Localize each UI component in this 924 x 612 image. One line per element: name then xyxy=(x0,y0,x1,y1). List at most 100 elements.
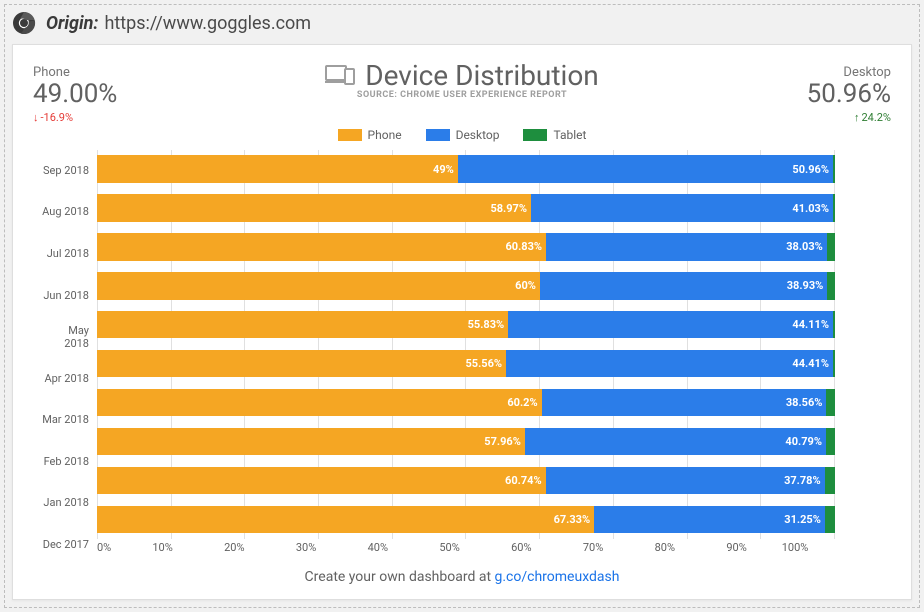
bar-segment-desktop: 44.11% xyxy=(508,311,833,338)
y-label: Jul 2018 xyxy=(41,233,89,275)
footer-link[interactable]: g.co/chromeuxdash xyxy=(495,569,620,585)
bar-segment-desktop: 44.41% xyxy=(506,350,833,377)
y-label: May 2018 xyxy=(41,316,89,358)
bar-segment-desktop: 41.03% xyxy=(531,194,833,221)
y-label: Jan 2018 xyxy=(41,482,89,524)
plot: 49%50.96%0%58.97%41.03%0%60.83%38.03%1.1… xyxy=(97,150,835,539)
x-tick: 70% xyxy=(583,541,603,565)
y-label: Jun 2018 xyxy=(41,274,89,316)
y-label: Feb 2018 xyxy=(41,440,89,482)
bar-track: 49%50.96%0% xyxy=(97,155,835,182)
legend-label-tablet: Tablet xyxy=(553,128,586,142)
bar-row: 67.33%31.25%1.37% xyxy=(97,500,835,539)
x-tick: 10% xyxy=(152,541,172,565)
bar-segment-phone: 60.74% xyxy=(97,467,546,494)
bar-segment-tablet: 1.04% xyxy=(827,272,835,299)
bar-segment-tablet: 1.37% xyxy=(825,506,835,533)
bar-segment-desktop: 38.03% xyxy=(546,233,827,260)
arrow-down-icon: ↓ xyxy=(33,111,39,124)
bar-track: 60.83%38.03%1.11% xyxy=(97,233,835,260)
x-tick: 50% xyxy=(439,541,459,565)
legend: Phone Desktop Tablet xyxy=(33,128,891,142)
footer-prefix: Create your own dashboard at xyxy=(305,569,495,585)
legend-label-desktop: Desktop xyxy=(456,128,500,142)
y-label: Apr 2018 xyxy=(41,357,89,399)
y-label: Sep 2018 xyxy=(41,150,89,192)
bar-track: 58.97%41.03%0% xyxy=(97,194,835,221)
bar-segment-phone: 58.97% xyxy=(97,194,531,221)
y-label: Dec 2017 xyxy=(41,524,89,566)
chart-subtitle: SOURCE: CHROME USER EXPERIENCE REPORT xyxy=(183,90,741,100)
bar-track: 60.74%37.78%1.4% xyxy=(97,467,835,494)
bar-segment-phone: 49% xyxy=(97,155,458,182)
bar-row: 57.96%40.79%1.22% xyxy=(97,422,835,461)
bar-track: 67.33%31.25%1.37% xyxy=(97,506,835,533)
bar-segment-tablet: 0% xyxy=(833,194,835,221)
bar-segment-tablet: 0% xyxy=(833,311,835,338)
bar-segment-tablet: 1.11% xyxy=(827,233,835,260)
bar-segment-tablet: 0% xyxy=(833,350,835,377)
bars: 49%50.96%0%58.97%41.03%0%60.83%38.03%1.1… xyxy=(97,150,835,539)
legend-label-phone: Phone xyxy=(368,128,402,142)
x-tick: 40% xyxy=(368,541,388,565)
bar-segment-phone: 55.83% xyxy=(97,311,508,338)
y-label: Mar 2018 xyxy=(41,399,89,441)
bar-row: 49%50.96%0% xyxy=(97,150,835,189)
corner-right-delta: ↑ 24.2% xyxy=(741,111,891,124)
corner-left-delta: ↓ -16.9% xyxy=(33,111,183,124)
legend-swatch-tablet xyxy=(523,129,547,141)
bar-segment-phone: 67.33% xyxy=(97,506,594,533)
plot-wrap: 49%50.96%0%58.97%41.03%0%60.83%38.03%1.1… xyxy=(97,150,835,565)
chart-title: Device Distribution xyxy=(365,59,599,92)
bar-segment-desktop: 38.56% xyxy=(542,389,827,416)
origin-bar: Origin: https://www.goggles.com xyxy=(12,8,912,38)
x-tick: 60% xyxy=(511,541,531,565)
corner-left: Phone 49.00% ↓ -16.9% xyxy=(33,59,183,124)
corner-right-delta-text: 24.2% xyxy=(861,111,891,124)
bar-segment-phone: 60.2% xyxy=(97,389,542,416)
legend-swatch-desktop xyxy=(426,129,450,141)
bar-segment-phone: 60% xyxy=(97,272,540,299)
bar-row: 55.56%44.41%0% xyxy=(97,344,835,383)
right-padding xyxy=(835,150,883,565)
bar-segment-tablet: 0% xyxy=(833,155,835,182)
origin-label: Origin: xyxy=(46,13,98,34)
title-block: Device Distribution SOURCE: CHROME USER … xyxy=(183,59,741,100)
bar-track: 57.96%40.79%1.22% xyxy=(97,428,835,455)
x-tick: 0% xyxy=(97,541,111,565)
bar-segment-phone: 60.83% xyxy=(97,233,546,260)
corner-right-value: 50.96% xyxy=(741,80,891,109)
bar-row: 60.74%37.78%1.4% xyxy=(97,461,835,500)
corner-left-label: Phone xyxy=(33,65,183,80)
bar-track: 60.2%38.56%1.16% xyxy=(97,389,835,416)
bar-row: 60%38.93%1.04% xyxy=(97,266,835,305)
corner-left-value: 49.00% xyxy=(33,80,183,109)
footer: Create your own dashboard at g.co/chrome… xyxy=(33,565,891,591)
arrow-up-icon: ↑ xyxy=(854,111,860,124)
chart-card: Phone 49.00% ↓ -16.9% Device Distributio… xyxy=(12,44,912,600)
bar-track: 60%38.93%1.04% xyxy=(97,272,835,299)
x-tick: 20% xyxy=(224,541,244,565)
bar-track: 55.56%44.41%0% xyxy=(97,350,835,377)
bar-row: 58.97%41.03%0% xyxy=(97,189,835,228)
chart-area: Sep 2018Aug 2018Jul 2018Jun 2018May 2018… xyxy=(41,150,883,565)
bar-track: 55.83%44.11%0% xyxy=(97,311,835,338)
y-label: Aug 2018 xyxy=(41,191,89,233)
corner-left-delta-text: -16.9% xyxy=(41,111,74,124)
bar-segment-tablet: 1.4% xyxy=(825,467,835,494)
bar-segment-desktop: 50.96% xyxy=(458,155,833,182)
legend-item-phone: Phone xyxy=(338,128,402,142)
bar-row: 60.2%38.56%1.16% xyxy=(97,383,835,422)
origin-url: https://www.goggles.com xyxy=(104,13,311,34)
x-tick: 80% xyxy=(655,541,675,565)
legend-item-desktop: Desktop xyxy=(426,128,500,142)
bar-segment-phone: 55.56% xyxy=(97,350,506,377)
corner-right: Desktop 50.96% ↑ 24.2% xyxy=(741,59,891,124)
bar-segment-phone: 57.96% xyxy=(97,428,525,455)
y-axis-labels: Sep 2018Aug 2018Jul 2018Jun 2018May 2018… xyxy=(41,150,97,565)
x-axis: 0%10%20%30%40%50%60%70%80%90%100% xyxy=(97,541,835,565)
corner-right-label: Desktop xyxy=(741,65,891,80)
bar-segment-desktop: 40.79% xyxy=(525,428,826,455)
bar-segment-desktop: 38.93% xyxy=(540,272,827,299)
legend-item-tablet: Tablet xyxy=(523,128,586,142)
